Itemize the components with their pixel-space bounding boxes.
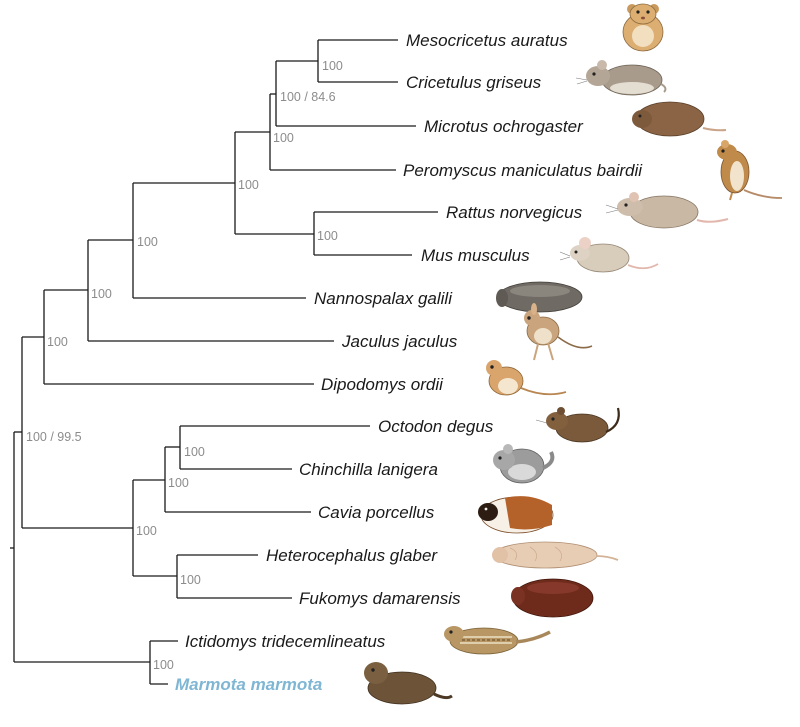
taxon-label: Octodon degus (378, 417, 494, 436)
taxon-labels: Mesocricetus auratus Cricetulus griseus … (175, 31, 643, 694)
taxon-label: Jaculus jaculus (341, 332, 458, 351)
support-muroidea: 100 (238, 178, 259, 192)
taxon-label: Microtus ochrogaster (424, 117, 584, 136)
taxon-label: Rattus norvegicus (446, 203, 583, 222)
degu-icon (535, 407, 620, 443)
hamster-icon (622, 3, 664, 52)
support-with-cavia: 100 (168, 476, 189, 490)
taxon-label: Heterocephalus glaber (266, 546, 438, 565)
chinchilla-icon (493, 444, 555, 484)
marmot-icon (364, 662, 453, 705)
support-values: 100 100 / 84.6 100 100 100 100 100 100 1… (26, 59, 343, 672)
vole-icon (632, 101, 727, 137)
branches (10, 39, 438, 685)
taxon-label-highlighted: Marmota marmota (175, 675, 322, 694)
taxon-label: Chinchilla lanigera (299, 460, 438, 479)
support-rattus-mus: 100 (317, 229, 338, 243)
taxon-label: Dipodomys ordii (321, 375, 444, 394)
kangaroo-rat-icon (486, 360, 567, 396)
support-cricetidae: 100 (273, 131, 294, 145)
support-hystricomorpha: 100 (136, 524, 157, 538)
support-sciuridae: 100 (153, 658, 174, 672)
taxon-label: Peromyscus maniculatus bairdii (403, 161, 643, 180)
naked-mole-rat-icon (492, 541, 619, 569)
blind-mole-rat-icon (496, 281, 583, 313)
support-cricetinae-microtus: 100 / 84.6 (280, 90, 336, 104)
damaraland-mole-rat-icon (511, 578, 594, 618)
support-with-jaculus: 100 (91, 287, 112, 301)
taxon-label: Mus musculus (421, 246, 530, 265)
taxon-label: Cavia porcellus (318, 503, 435, 522)
guinea-pig-icon (478, 496, 554, 534)
deer-mouse-icon (717, 140, 783, 201)
taxon-label: Ictidomys tridecemlineatus (185, 632, 386, 651)
animal-illustrations (364, 3, 783, 705)
taxon-label: Mesocricetus auratus (406, 31, 568, 50)
mouse-icon (559, 237, 659, 273)
support-bathyergidae: 100 (180, 573, 201, 587)
support-octodon-chinchilla: 100 (184, 445, 205, 459)
support-with-nannospalax: 100 (137, 235, 158, 249)
taxon-label: Fukomys damarensis (299, 589, 461, 608)
grey-hamster-icon (575, 60, 667, 96)
jerboa-icon (524, 303, 593, 361)
rat-icon (605, 192, 729, 229)
support-root-clade: 100 / 99.5 (26, 430, 82, 444)
ground-squirrel-icon (444, 626, 551, 655)
taxon-label: Nannospalax galili (314, 289, 453, 308)
support-with-dipodomys: 100 (47, 335, 68, 349)
taxon-label: Cricetulus griseus (406, 73, 542, 92)
support-mesocricetus-cricetulus: 100 (322, 59, 343, 73)
